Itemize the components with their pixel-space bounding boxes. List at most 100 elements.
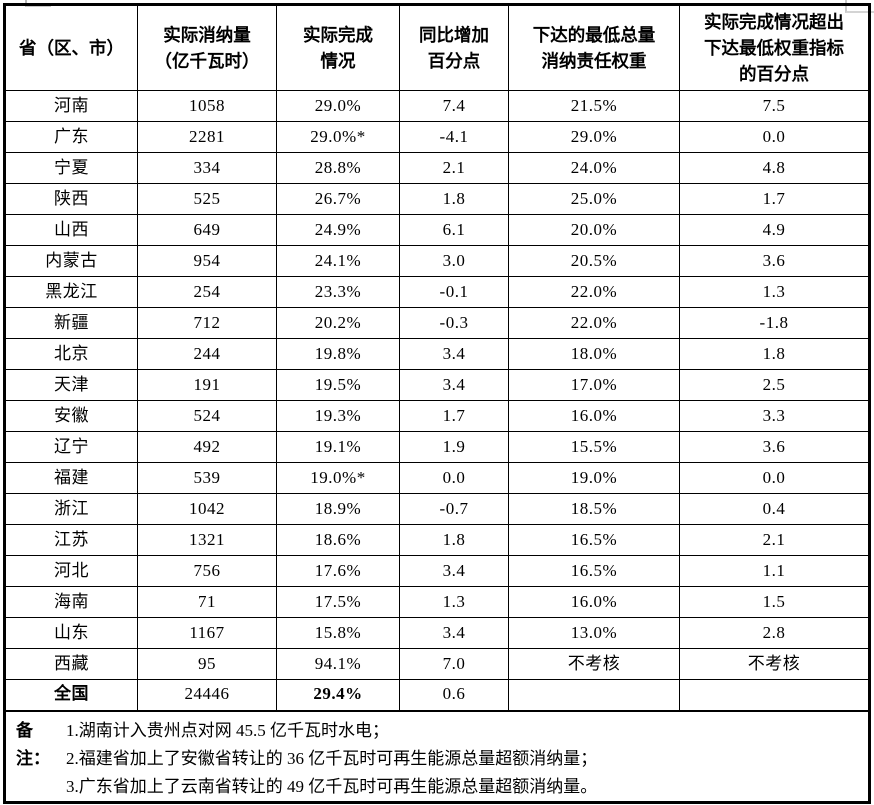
cell-province: 辽宁 xyxy=(4,431,138,463)
col-header-province: 省（区、市） xyxy=(4,4,138,91)
cell-yoy-change: -4.1 xyxy=(399,121,509,153)
cell-yoy-change: 7.4 xyxy=(399,90,509,122)
note-item: 1.湖南计入贵州点对网 45.5 亿千瓦时水电； xyxy=(66,720,389,740)
cell-completion: 18.6% xyxy=(276,524,400,556)
cell-completion: 29.4% xyxy=(276,679,400,711)
cell-min-weight: 18.5% xyxy=(508,493,680,525)
cell-completion: 18.9% xyxy=(276,493,400,525)
notes-list: 1.湖南计入贵州点对网 45.5 亿千瓦时水电； 2.福建省加上了安徽省转让的 … xyxy=(66,717,860,801)
header-row: 省（区、市） 实际消纳量 （亿千瓦时） 实际完成 情况 同比增加 百分点 下达的… xyxy=(4,4,870,91)
cell-excess: 不考核 xyxy=(679,648,870,680)
cell-consumption: 24446 xyxy=(137,679,277,711)
cell-completion: 94.1% xyxy=(276,648,400,680)
cell-excess: -1.8 xyxy=(679,307,870,339)
cell-yoy-change: 3.4 xyxy=(399,369,509,401)
cell-min-weight: 不考核 xyxy=(508,648,680,680)
cell-completion: 19.1% xyxy=(276,431,400,463)
cell-consumption: 1058 xyxy=(137,90,277,122)
cell-consumption: 712 xyxy=(137,307,277,339)
table-header: 省（区、市） 实际消纳量 （亿千瓦时） 实际完成 情况 同比增加 百分点 下达的… xyxy=(4,4,870,91)
cell-completion: 23.3% xyxy=(276,276,400,308)
cell-province: 全国 xyxy=(4,679,138,711)
cell-consumption: 1167 xyxy=(137,617,277,649)
cell-yoy-change: 1.7 xyxy=(399,400,509,432)
cell-consumption: 254 xyxy=(137,276,277,308)
cell-consumption: 95 xyxy=(137,648,277,680)
cell-consumption: 492 xyxy=(137,431,277,463)
cell-province: 新疆 xyxy=(4,307,138,339)
table-row: 宁夏 334 28.8% 2.1 24.0% 4.8 xyxy=(4,152,870,184)
cell-yoy-change: 2.1 xyxy=(399,152,509,184)
cell-yoy-change: 7.0 xyxy=(399,648,509,680)
notes-row: 备注： 1.湖南计入贵州点对网 45.5 亿千瓦时水电； 2.福建省加上了安徽省… xyxy=(4,709,870,803)
cell-min-weight: 16.0% xyxy=(508,586,680,618)
cell-excess: 4.9 xyxy=(679,214,870,246)
table-row: 安徽 524 19.3% 1.7 16.0% 3.3 xyxy=(4,400,870,432)
cell-province: 江苏 xyxy=(4,524,138,556)
cell-province: 黑龙江 xyxy=(4,276,138,308)
cell-min-weight: 16.5% xyxy=(508,524,680,556)
cell-excess: 1.3 xyxy=(679,276,870,308)
cell-excess: 1.5 xyxy=(679,586,870,618)
cell-min-weight: 16.5% xyxy=(508,555,680,587)
cell-min-weight: 13.0% xyxy=(508,617,680,649)
cell-yoy-change: 1.8 xyxy=(399,183,509,215)
col-header-excess: 实际完成情况超出 下达最低权重指标 的百分点 xyxy=(679,4,870,91)
cell-province: 浙江 xyxy=(4,493,138,525)
cell-consumption: 334 xyxy=(137,152,277,184)
table-row: 新疆 712 20.2% -0.3 22.0% -1.8 xyxy=(4,307,870,339)
col-header-min-weight: 下达的最低总量 消纳责任权重 xyxy=(508,4,680,91)
cell-min-weight: 20.0% xyxy=(508,214,680,246)
cell-consumption: 524 xyxy=(137,400,277,432)
cell-yoy-change: -0.3 xyxy=(399,307,509,339)
cell-yoy-change: 1.8 xyxy=(399,524,509,556)
cell-excess: 3.3 xyxy=(679,400,870,432)
cell-completion: 26.7% xyxy=(276,183,400,215)
cell-province: 陕西 xyxy=(4,183,138,215)
table-row: 黑龙江 254 23.3% -0.1 22.0% 1.3 xyxy=(4,276,870,308)
cell-consumption: 954 xyxy=(137,245,277,277)
cell-completion: 19.5% xyxy=(276,369,400,401)
cell-min-weight: 22.0% xyxy=(508,276,680,308)
table-row: 北京 244 19.8% 3.4 18.0% 1.8 xyxy=(4,338,870,370)
table-row: 海南 71 17.5% 1.3 16.0% 1.5 xyxy=(4,586,870,618)
total-row: 全国 24446 29.4% 0.6 xyxy=(4,679,870,711)
cell-min-weight: 25.0% xyxy=(508,183,680,215)
note-item: 2.福建省加上了安徽省转让的 36 亿千瓦时可再生能源总量超额消纳量； xyxy=(66,748,598,768)
table-row: 辽宁 492 19.1% 1.9 15.5% 3.6 xyxy=(4,431,870,463)
table-row: 福建 539 19.0%* 0.0 19.0% 0.0 xyxy=(4,462,870,494)
cell-yoy-change: 3.4 xyxy=(399,555,509,587)
cell-excess: 2.8 xyxy=(679,617,870,649)
cell-excess: 1.7 xyxy=(679,183,870,215)
cell-completion: 19.0%* xyxy=(276,462,400,494)
cell-province: 安徽 xyxy=(4,400,138,432)
notes-cell: 备注： 1.湖南计入贵州点对网 45.5 亿千瓦时水电； 2.福建省加上了安徽省… xyxy=(4,709,870,803)
cell-consumption: 2281 xyxy=(137,121,277,153)
cell-consumption: 1042 xyxy=(137,493,277,525)
cell-completion: 24.9% xyxy=(276,214,400,246)
cell-province: 北京 xyxy=(4,338,138,370)
col-header-consumption: 实际消纳量 （亿千瓦时） xyxy=(137,4,277,91)
cell-consumption: 525 xyxy=(137,183,277,215)
cell-consumption: 71 xyxy=(137,586,277,618)
cell-province: 内蒙古 xyxy=(4,245,138,277)
cell-completion: 29.0% xyxy=(276,90,400,122)
table-footer: 备注： 1.湖南计入贵州点对网 45.5 亿千瓦时水电； 2.福建省加上了安徽省… xyxy=(4,709,870,803)
cell-province: 宁夏 xyxy=(4,152,138,184)
cell-completion: 19.8% xyxy=(276,338,400,370)
cell-yoy-change: 1.3 xyxy=(399,586,509,618)
cell-excess: 7.5 xyxy=(679,90,870,122)
col-header-yoy-change: 同比增加 百分点 xyxy=(399,4,509,91)
cell-excess: 0.4 xyxy=(679,493,870,525)
cell-completion: 20.2% xyxy=(276,307,400,339)
cell-min-weight: 16.0% xyxy=(508,400,680,432)
notes-label: 备注： xyxy=(16,720,50,768)
cell-excess xyxy=(679,679,870,711)
cell-excess: 2.1 xyxy=(679,524,870,556)
table-row: 江苏 1321 18.6% 1.8 16.5% 2.1 xyxy=(4,524,870,556)
cell-yoy-change: 0.0 xyxy=(399,462,509,494)
cell-consumption: 649 xyxy=(137,214,277,246)
cell-yoy-change: 0.6 xyxy=(399,679,509,711)
cell-consumption: 244 xyxy=(137,338,277,370)
col-header-completion: 实际完成 情况 xyxy=(276,4,400,91)
